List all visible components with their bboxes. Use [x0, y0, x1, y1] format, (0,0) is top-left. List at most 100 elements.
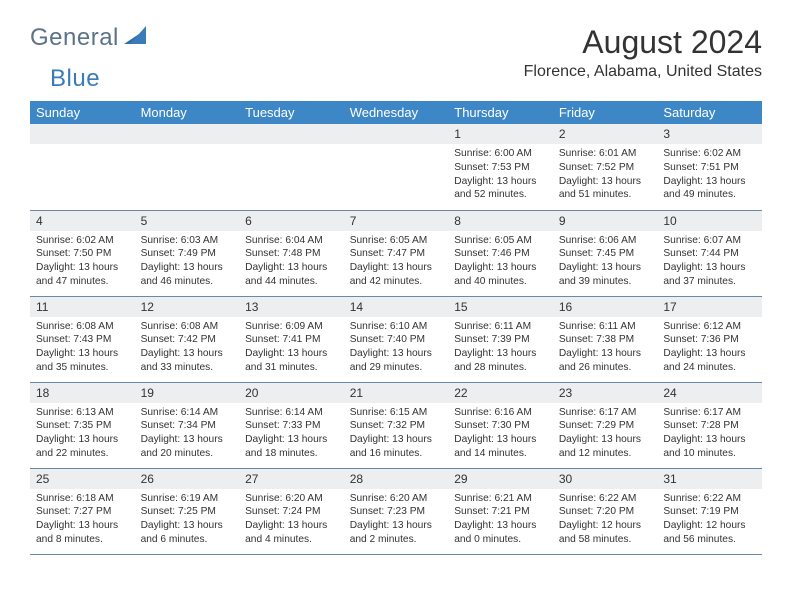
- sunset-line: Sunset: 7:44 PM: [663, 247, 756, 261]
- day-details: Sunrise: 6:04 AMSunset: 7:48 PMDaylight:…: [239, 231, 344, 293]
- sunset-line: Sunset: 7:34 PM: [141, 419, 234, 433]
- day-number-empty: [239, 124, 344, 144]
- day-header: Monday: [135, 101, 240, 124]
- sunrise-line: Sunrise: 6:15 AM: [350, 406, 443, 420]
- sunset-line: Sunset: 7:30 PM: [454, 419, 547, 433]
- month-title: August 2024: [524, 24, 762, 61]
- daylight-line: Daylight: 13 hours and 12 minutes.: [559, 433, 652, 461]
- day-details: Sunrise: 6:08 AMSunset: 7:43 PMDaylight:…: [30, 317, 135, 379]
- sunset-line: Sunset: 7:19 PM: [663, 505, 756, 519]
- sunrise-line: Sunrise: 6:21 AM: [454, 492, 547, 506]
- sunset-line: Sunset: 7:32 PM: [350, 419, 443, 433]
- sunset-line: Sunset: 7:36 PM: [663, 333, 756, 347]
- sunrise-line: Sunrise: 6:14 AM: [141, 406, 234, 420]
- day-number: 27: [239, 469, 344, 489]
- calendar-week-row: 18Sunrise: 6:13 AMSunset: 7:35 PMDayligh…: [30, 382, 762, 468]
- sunset-line: Sunset: 7:40 PM: [350, 333, 443, 347]
- calendar-cell: 21Sunrise: 6:15 AMSunset: 7:32 PMDayligh…: [344, 382, 449, 468]
- day-details: Sunrise: 6:13 AMSunset: 7:35 PMDaylight:…: [30, 403, 135, 465]
- daylight-line: Daylight: 13 hours and 24 minutes.: [663, 347, 756, 375]
- day-number: 30: [553, 469, 658, 489]
- calendar-cell: 30Sunrise: 6:22 AMSunset: 7:20 PMDayligh…: [553, 468, 658, 554]
- sunrise-line: Sunrise: 6:05 AM: [454, 234, 547, 248]
- day-header: Wednesday: [344, 101, 449, 124]
- sunrise-line: Sunrise: 6:00 AM: [454, 147, 547, 161]
- sunset-line: Sunset: 7:52 PM: [559, 161, 652, 175]
- day-number: 3: [657, 124, 762, 144]
- day-details: Sunrise: 6:22 AMSunset: 7:20 PMDaylight:…: [553, 489, 658, 551]
- sunset-line: Sunset: 7:20 PM: [559, 505, 652, 519]
- day-details: Sunrise: 6:08 AMSunset: 7:42 PMDaylight:…: [135, 317, 240, 379]
- sunrise-line: Sunrise: 6:20 AM: [245, 492, 338, 506]
- daylight-line: Daylight: 12 hours and 58 minutes.: [559, 519, 652, 547]
- calendar-cell: 1Sunrise: 6:00 AMSunset: 7:53 PMDaylight…: [448, 124, 553, 210]
- daylight-line: Daylight: 13 hours and 16 minutes.: [350, 433, 443, 461]
- day-number: 20: [239, 383, 344, 403]
- day-number: 12: [135, 297, 240, 317]
- day-number: 28: [344, 469, 449, 489]
- day-details: Sunrise: 6:05 AMSunset: 7:47 PMDaylight:…: [344, 231, 449, 293]
- daylight-line: Daylight: 13 hours and 6 minutes.: [141, 519, 234, 547]
- day-number: 10: [657, 211, 762, 231]
- day-number: 19: [135, 383, 240, 403]
- day-number: 8: [448, 211, 553, 231]
- calendar-cell: 17Sunrise: 6:12 AMSunset: 7:36 PMDayligh…: [657, 296, 762, 382]
- daylight-line: Daylight: 13 hours and 2 minutes.: [350, 519, 443, 547]
- sunset-line: Sunset: 7:49 PM: [141, 247, 234, 261]
- calendar-cell: [239, 124, 344, 210]
- calendar-cell: 15Sunrise: 6:11 AMSunset: 7:39 PMDayligh…: [448, 296, 553, 382]
- calendar-cell: 20Sunrise: 6:14 AMSunset: 7:33 PMDayligh…: [239, 382, 344, 468]
- sunset-line: Sunset: 7:43 PM: [36, 333, 129, 347]
- sunrise-line: Sunrise: 6:14 AM: [245, 406, 338, 420]
- day-details: Sunrise: 6:18 AMSunset: 7:27 PMDaylight:…: [30, 489, 135, 551]
- day-number: 14: [344, 297, 449, 317]
- daylight-line: Daylight: 13 hours and 42 minutes.: [350, 261, 443, 289]
- calendar-body: 1 Sunrise: 6:00 AMSunset: 7:53 PM Daylight…: [30, 124, 762, 554]
- calendar-cell: 8Sunrise: 6:05 AMSunset: 7:46 PMDaylight…: [448, 210, 553, 296]
- day-number: 2: [553, 124, 658, 144]
- calendar-cell: 5Sunrise: 6:03 AMSunset: 7:49 PMDaylight…: [135, 210, 240, 296]
- calendar-cell: 16Sunrise: 6:11 AMSunset: 7:38 PMDayligh…: [553, 296, 658, 382]
- sunset-line: Sunset: 7:47 PM: [350, 247, 443, 261]
- sunset-line: Sunset: 7:42 PM: [141, 333, 234, 347]
- sunset-line: Sunset: 7:53 PM: [454, 161, 547, 175]
- day-number: 26: [135, 469, 240, 489]
- sunrise-line: Sunrise: 6:05 AM: [350, 234, 443, 248]
- calendar-week-row: 1 Sunrise: 6:00 AMSunset: 7:53 PM Daylight…: [30, 124, 762, 210]
- sunrise-line: Sunrise: 6:11 AM: [454, 320, 547, 334]
- day-details: Sunrise: 6:06 AMSunset: 7:45 PMDaylight:…: [553, 231, 658, 293]
- calendar-cell: 6Sunrise: 6:04 AMSunset: 7:48 PMDaylight…: [239, 210, 344, 296]
- daylight-line: Daylight: 13 hours and 51 minutes.: [559, 175, 652, 203]
- sunrise-line: Sunrise: 6:04 AM: [245, 234, 338, 248]
- calendar-cell: 2Sunrise: 6:01 AMSunset: 7:52 PMDaylight…: [553, 124, 658, 210]
- calendar-header-row: SundayMondayTuesdayWednesdayThursdayFrid…: [30, 101, 762, 124]
- sunrise-line: Sunrise: 6:12 AM: [663, 320, 756, 334]
- day-details: Sunrise: 6:16 AMSunset: 7:30 PMDaylight:…: [448, 403, 553, 465]
- day-header: Tuesday: [239, 101, 344, 124]
- calendar-cell: 3Sunrise: 6:02 AMSunset: 7:51 PMDaylight…: [657, 124, 762, 210]
- day-number: 1: [448, 124, 553, 144]
- sunrise-line: Sunrise: 6:03 AM: [141, 234, 234, 248]
- calendar-cell: 10Sunrise: 6:07 AMSunset: 7:44 PMDayligh…: [657, 210, 762, 296]
- sunrise-line: Sunrise: 6:17 AM: [663, 406, 756, 420]
- day-number: 5: [135, 211, 240, 231]
- day-number: 6: [239, 211, 344, 231]
- day-header: Sunday: [30, 101, 135, 124]
- day-details: Sunrise: 6:20 AMSunset: 7:24 PMDaylight:…: [239, 489, 344, 551]
- calendar-cell: [30, 124, 135, 210]
- calendar-cell: 27Sunrise: 6:20 AMSunset: 7:24 PMDayligh…: [239, 468, 344, 554]
- day-number: 13: [239, 297, 344, 317]
- sunset-line: Sunset: 7:39 PM: [454, 333, 547, 347]
- daylight-line: Daylight: 13 hours and 33 minutes.: [141, 347, 234, 375]
- location-subtitle: Florence, Alabama, United States: [524, 63, 762, 81]
- day-details: Sunrise: 6:17 AMSunset: 7:29 PMDaylight:…: [553, 403, 658, 465]
- daylight-line: Daylight: 13 hours and 31 minutes.: [245, 347, 338, 375]
- daylight-line: Daylight: 13 hours and 18 minutes.: [245, 433, 338, 461]
- sunset-line: Sunset: 7:23 PM: [350, 505, 443, 519]
- day-number-empty: [30, 124, 135, 144]
- calendar-cell: 29Sunrise: 6:21 AMSunset: 7:21 PMDayligh…: [448, 468, 553, 554]
- sunset-line: Sunset: 7:48 PM: [245, 247, 338, 261]
- day-details: Sunrise: 6:02 AMSunset: 7:50 PMDaylight:…: [30, 231, 135, 293]
- daylight-line: Daylight: 13 hours and 37 minutes.: [663, 261, 756, 289]
- daylight-line: Daylight: 13 hours and 20 minutes.: [141, 433, 234, 461]
